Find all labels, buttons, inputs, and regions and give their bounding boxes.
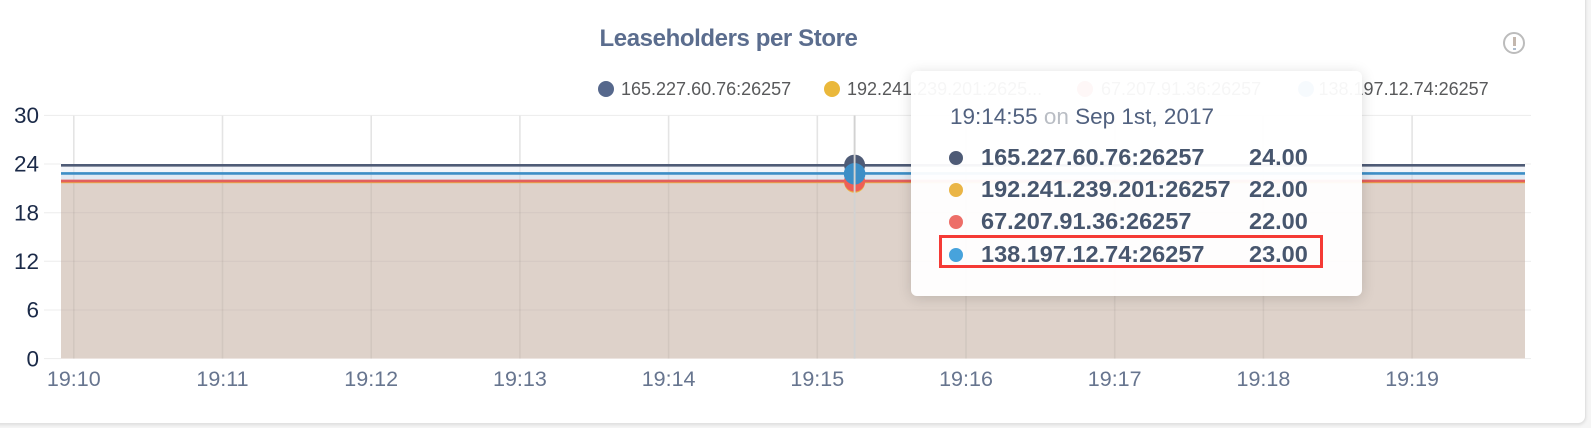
svg-text:19:18: 19:18 bbox=[1236, 367, 1290, 391]
svg-text:19:13: 19:13 bbox=[493, 367, 547, 391]
svg-text:19:16: 19:16 bbox=[939, 367, 993, 391]
svg-text:19:17: 19:17 bbox=[1088, 367, 1142, 391]
svg-text:19:11: 19:11 bbox=[196, 367, 248, 391]
svg-text:24: 24 bbox=[14, 152, 39, 177]
svg-text:30: 30 bbox=[14, 103, 39, 128]
svg-text:19:12: 19:12 bbox=[344, 367, 398, 391]
svg-text:19:10: 19:10 bbox=[47, 367, 101, 391]
svg-text:19:15: 19:15 bbox=[790, 367, 844, 391]
svg-text:19:19: 19:19 bbox=[1385, 367, 1439, 391]
svg-text:12: 12 bbox=[14, 249, 39, 274]
svg-text:18: 18 bbox=[14, 200, 39, 225]
svg-text:0: 0 bbox=[26, 346, 39, 371]
svg-text:6: 6 bbox=[26, 298, 39, 323]
svg-text:19:14: 19:14 bbox=[642, 367, 696, 391]
